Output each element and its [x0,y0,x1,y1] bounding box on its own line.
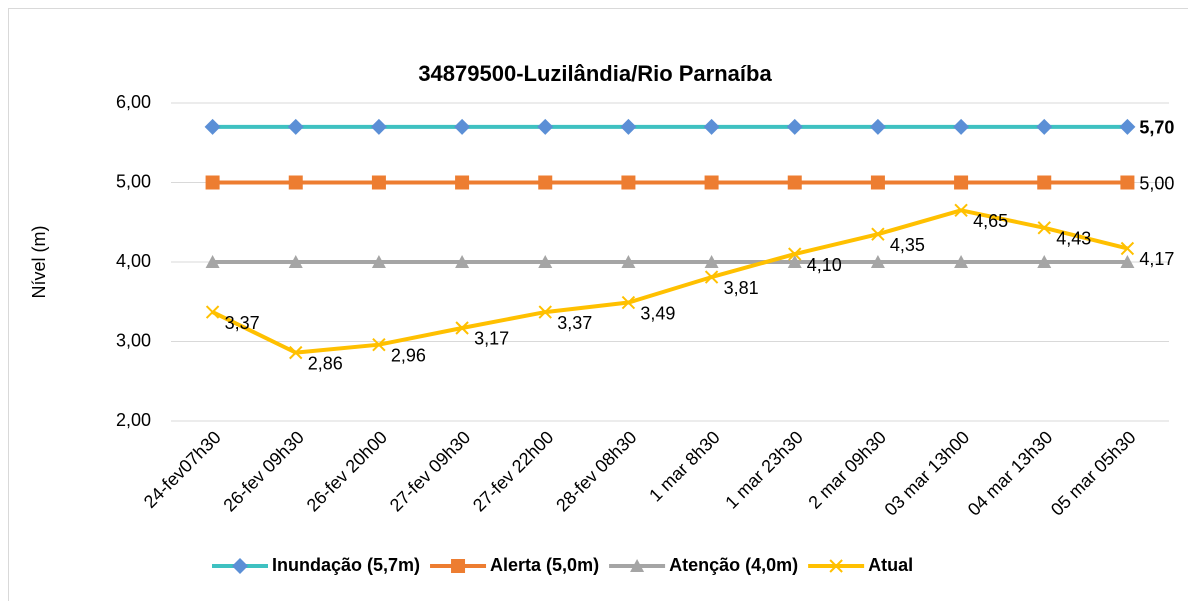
marker [455,175,470,190]
marker [455,255,470,268]
marker [630,559,645,572]
marker [620,118,637,135]
chart-frame [8,8,1188,601]
marker [954,255,969,268]
x-tick-label: 04 mar 13h30 [964,427,1057,520]
marker [621,175,636,190]
marker [786,118,803,135]
data-label: 5,70 [1139,118,1174,138]
marker [289,345,303,360]
marker [788,247,802,261]
marker [704,270,719,284]
marker [372,337,386,352]
y-axis-label: Nível (m) [29,226,49,299]
marker [371,175,386,190]
marker [954,203,968,218]
marker [205,305,220,319]
series-line [211,208,1128,355]
marker [703,118,720,135]
x-tick-label: 2 mar 09h30 [804,427,890,513]
data-label: 4,17 [1139,249,1174,269]
data-label: 3,81 [724,278,759,298]
data-label: 4,10 [807,255,842,275]
marker [205,255,220,268]
data-label: 4,35 [890,235,925,255]
marker [1036,118,1053,135]
x-tick-label: 27-fev 09h30 [386,427,474,515]
marker [538,175,553,190]
marker [871,227,885,241]
legend-label: Alerta (5,0m) [490,555,599,575]
marker [870,255,885,268]
marker [288,175,303,190]
legend-label: Atual [868,555,913,575]
data-label: 4,65 [973,211,1008,231]
y-tick-label: 6,00 [116,92,151,112]
data-label: 3,49 [640,303,675,323]
data-label: 4,43 [1056,229,1091,249]
x-tick-label: 03 mar 13h00 [881,427,974,520]
marker [954,175,969,190]
data-label: 3,17 [474,329,509,349]
marker [787,255,802,268]
data-label: 2,96 [391,345,426,365]
marker [537,118,554,135]
marker [953,118,970,135]
marker [870,175,885,190]
marker [370,118,387,135]
marker [287,118,304,135]
marker [621,255,636,268]
marker [288,255,303,268]
marker [1037,255,1052,268]
marker [455,321,469,335]
marker [1037,221,1051,235]
data-label: 5,00 [1139,173,1174,193]
y-tick-label: 2,00 [116,410,151,430]
marker [787,175,802,190]
marker [829,559,843,573]
data-label: 2,86 [308,353,343,373]
marker [869,118,886,135]
x-tick-label: 26-fev 09h30 [219,427,307,515]
y-tick-label: 4,00 [116,251,151,271]
chart-title: 34879500-Luzilândia/Rio Parnaíba [418,61,772,86]
x-tick-label: 05 mar 05h30 [1047,427,1140,520]
marker [1120,175,1135,190]
data-label: 3,37 [225,313,260,333]
marker [204,118,221,135]
marker [621,295,636,310]
marker [371,255,386,268]
y-tick-label: 5,00 [116,171,151,191]
x-tick-label: 1 mar 23h30 [721,427,807,513]
x-tick-label: 28-fev 08h30 [552,427,640,515]
marker [205,175,220,190]
x-tick-label: 1 mar 8h30 [645,427,724,506]
legend-label: Inundação (5,7m) [272,555,420,575]
marker [451,559,466,573]
legend-label: Atenção (4,0m) [669,555,798,575]
y-tick-label: 3,00 [116,330,151,350]
marker [1120,255,1135,268]
marker [1037,175,1052,190]
marker [704,255,719,268]
marker [704,175,719,190]
marker [1120,241,1135,256]
marker [1119,118,1136,135]
marker [538,255,553,268]
marker [454,118,471,135]
marker [538,305,552,319]
x-tick-label: 26-fev 20h00 [303,427,391,515]
data-label: 3,37 [557,313,592,333]
x-tick-label: 24-fev07h30 [140,427,225,512]
x-tick-label: 27-fev 22h00 [469,427,557,515]
marker [232,558,248,574]
